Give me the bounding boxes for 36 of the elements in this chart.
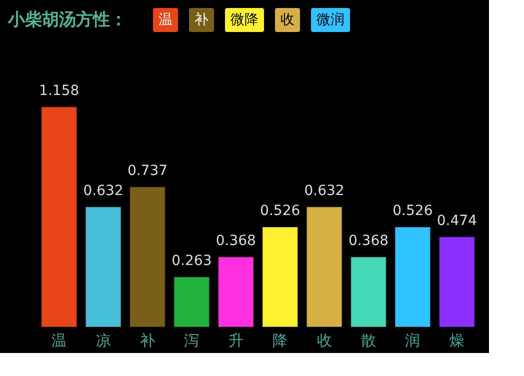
data-label: 0.263	[172, 253, 212, 270]
x-tick-label: 凉	[96, 332, 111, 350]
bar	[438, 236, 476, 328]
text: 补	[194, 12, 208, 28]
data-label: 0.526	[392, 203, 433, 220]
bar	[350, 256, 387, 328]
x-tick-label: 温	[52, 332, 67, 350]
data-label: 0.474	[436, 212, 478, 229]
data-label: 0.368	[348, 233, 389, 250]
data-label: 0.632	[83, 182, 124, 199]
bar	[262, 226, 298, 328]
bar	[129, 186, 166, 328]
x-tick-label: 散	[361, 332, 376, 350]
data-label: 0.632	[304, 182, 344, 199]
x-tick-label: 升	[228, 332, 244, 350]
data-label: 0.368	[216, 233, 256, 250]
bar	[394, 226, 431, 328]
x-tick-label: 补	[140, 332, 155, 350]
text: 温	[158, 12, 172, 28]
text: 微润	[316, 12, 344, 28]
bar	[306, 206, 342, 328]
x-tick-label: 燥	[449, 332, 464, 350]
text: 收	[280, 12, 294, 28]
data-label: 0.526	[260, 203, 300, 220]
x-tick-label: 泻	[184, 332, 200, 350]
text: 微降	[230, 12, 258, 28]
x-tick-label: 收	[316, 332, 332, 350]
chart-title: 小柴胡汤方性：	[7, 10, 127, 30]
data-label: 1.158	[39, 82, 80, 99]
bar	[40, 106, 78, 328]
bar	[174, 276, 210, 328]
data-label: 0.737	[127, 162, 168, 179]
x-tick-label: 润	[405, 332, 420, 350]
x-tick-label: 降	[272, 332, 288, 350]
bar	[218, 256, 254, 328]
bar	[85, 206, 122, 328]
